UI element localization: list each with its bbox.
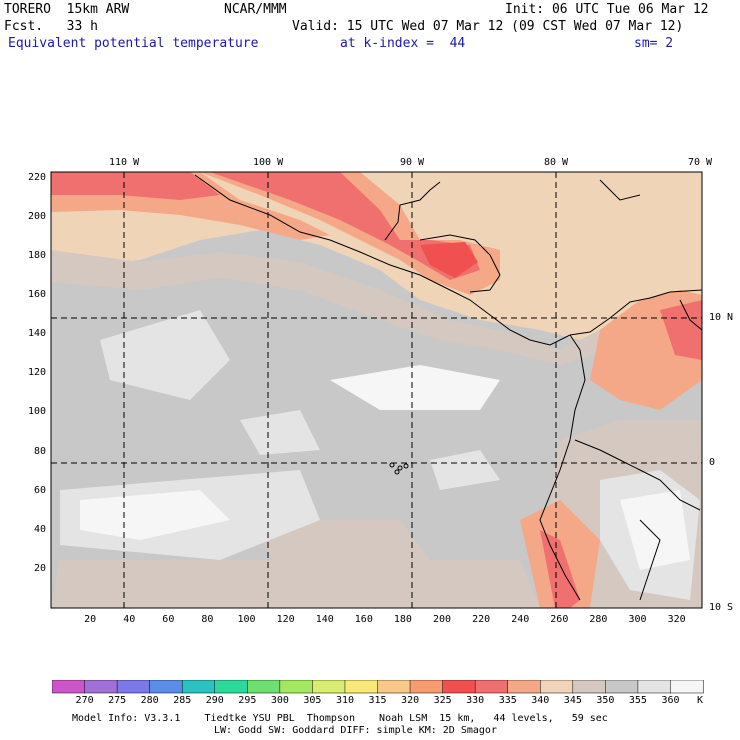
colorbar-swatch (84, 680, 118, 694)
y-grid-tick-label: 100 (28, 406, 47, 418)
x-grid-tick-label: 80 (201, 614, 214, 625)
lon-label: 80 W (544, 157, 569, 168)
organization: NCAR/MMM (224, 2, 287, 17)
lat-label: 10 N (709, 312, 734, 323)
init-time: Init: 06 UTC Tue 06 Mar 12 (505, 2, 709, 17)
colorbar-swatch (214, 680, 249, 694)
colorbar-swatch (637, 680, 672, 694)
x-grid-tick-label: 140 (315, 614, 334, 625)
lat-label: 0 (709, 457, 716, 468)
lon-label: 110 W (109, 157, 140, 168)
x-grid-tick-label: 60 (162, 614, 175, 625)
colorbar-swatch (605, 680, 639, 694)
y-grid-tick-label: 220 (28, 171, 47, 183)
y-grid-tick-label: 200 (28, 210, 47, 222)
coastlines (194, 174, 702, 601)
colorbar-swatch (474, 680, 509, 694)
colorbar-level-label: 295 (238, 695, 257, 706)
model-name: TORERO 15km ARW (4, 2, 130, 17)
x-grid-tick-label: 120 (276, 614, 295, 625)
y-grid-tick-label: 40 (34, 523, 47, 535)
colorbar-swatch (247, 680, 281, 694)
y-grid-tick-label: 160 (28, 289, 47, 301)
colorbar-swatch (540, 680, 574, 694)
colorbar-swatch (344, 680, 379, 694)
map-frame (50, 171, 703, 609)
smoothing: sm= 2 (634, 36, 674, 51)
y-grid-tick-label: 60 (34, 484, 47, 496)
colorbar-swatch (312, 680, 346, 694)
colorbar-level-label: 320 (401, 695, 420, 706)
colorbar-level-label: 290 (205, 695, 224, 706)
colorbar-swatch (507, 680, 542, 694)
y-grid-tick-label: 140 (28, 328, 47, 340)
colorbar-unit: K (697, 695, 704, 706)
colorbar-level-label: 355 (628, 695, 647, 706)
x-grid-tick-label: 260 (550, 614, 569, 625)
x-grid-tick-label: 280 (589, 614, 608, 625)
x-grid-tick-label: 180 (393, 614, 412, 625)
colorbar-level-label: 310 (335, 695, 354, 706)
colorbar-swatch (181, 680, 216, 694)
y-grid-tick-label: 80 (34, 445, 47, 457)
colorbar (52, 680, 704, 694)
colorbar-swatch (149, 680, 183, 694)
colorbar-level-label: 335 (498, 695, 517, 706)
colorbar-swatch (409, 680, 444, 694)
colorbar-level-label: 360 (661, 695, 680, 706)
footer-physics: LW: Godd SW: Goddard DIFF: simple KM: 2D… (214, 725, 497, 736)
x-grid-tick-label: 200 (432, 614, 452, 625)
footer-model-info: Model Info: V3.3.1 Tiedtke YSU PBL Thomp… (72, 713, 608, 724)
lon-label: 90 W (400, 157, 425, 168)
colorbar-level-label: 350 (596, 695, 615, 706)
x-grid-tick-label: 220 (472, 614, 491, 625)
level-index: at k-index = 44 (340, 36, 466, 51)
x-grid-tick-label: 40 (123, 614, 136, 625)
x-grid-tick-label: 240 (511, 614, 530, 625)
x-grid-tick-label: 300 (628, 614, 647, 625)
theta-e-field (51, 172, 702, 608)
y-grid-tick-label: 120 (28, 367, 47, 379)
colorbar-level-label: 275 (108, 695, 127, 706)
lat-lon-grid (51, 172, 702, 608)
colorbar-swatch (116, 680, 151, 694)
colorbar-swatch (377, 680, 411, 694)
x-grid-tick-label: 320 (667, 614, 686, 625)
colorbar-swatch (279, 680, 314, 694)
colorbar-swatch (52, 680, 86, 694)
field-name: Equivalent potential temperature (8, 36, 259, 51)
x-grid-tick-label: 160 (354, 614, 373, 625)
lat-label: 10 S (709, 602, 734, 613)
valid-time: Valid: 15 UTC Wed 07 Mar 12 (09 CST Wed … (292, 19, 684, 34)
colorbar-level-label: 315 (368, 695, 387, 706)
lon-label: 70 W (688, 157, 713, 168)
colorbar-swatch (442, 680, 476, 694)
colorbar-level-label: 300 (270, 695, 289, 706)
colorbar-swatch (670, 680, 704, 694)
forecast-hour: Fcst. 33 h (4, 19, 98, 34)
lon-label: 100 W (253, 157, 284, 168)
colorbar-level-label: 340 (531, 695, 550, 706)
colorbar-level-label: 345 (563, 695, 582, 706)
x-grid-tick-label: 100 (237, 614, 256, 625)
colorbar-level-label: 285 (173, 695, 192, 706)
colorbar-level-label: 280 (140, 695, 159, 706)
colorbar-level-label: 330 (466, 695, 485, 706)
y-grid-tick-label: 20 (34, 562, 47, 574)
colorbar-level-label: 305 (303, 695, 322, 706)
colorbar-level-label: 325 (433, 695, 452, 706)
colorbar-level-label: 270 (75, 695, 94, 706)
x-grid-tick-label: 20 (84, 614, 97, 625)
y-grid-tick-label: 180 (28, 250, 47, 262)
colorbar-swatch (572, 680, 607, 694)
